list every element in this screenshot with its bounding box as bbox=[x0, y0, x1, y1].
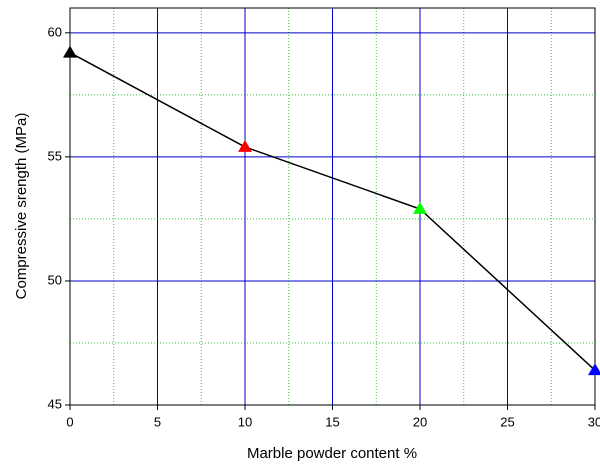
marker bbox=[588, 363, 600, 376]
y-tick-label: 60 bbox=[48, 24, 62, 39]
marker bbox=[413, 201, 427, 214]
x-tick-label: 10 bbox=[238, 414, 252, 429]
y-tick-label: 45 bbox=[48, 396, 62, 411]
x-tick-label: 20 bbox=[413, 414, 427, 429]
marker bbox=[63, 45, 77, 58]
x-tick-label: 25 bbox=[500, 414, 514, 429]
plot-frame bbox=[69, 7, 596, 406]
x-tick-label: 0 bbox=[66, 414, 73, 429]
x-tick-label: 15 bbox=[325, 414, 339, 429]
y-axis-title: Compressive srength (MPa) bbox=[13, 113, 30, 300]
line bbox=[69, 52, 596, 371]
x-tick-label: 30 bbox=[588, 414, 600, 429]
x-tick-label: 5 bbox=[154, 414, 161, 429]
y-tick-label: 50 bbox=[48, 272, 62, 287]
x-axis-title: Marble powder content % bbox=[247, 445, 417, 462]
marker bbox=[238, 139, 252, 152]
y-tick-label: 55 bbox=[48, 148, 62, 163]
